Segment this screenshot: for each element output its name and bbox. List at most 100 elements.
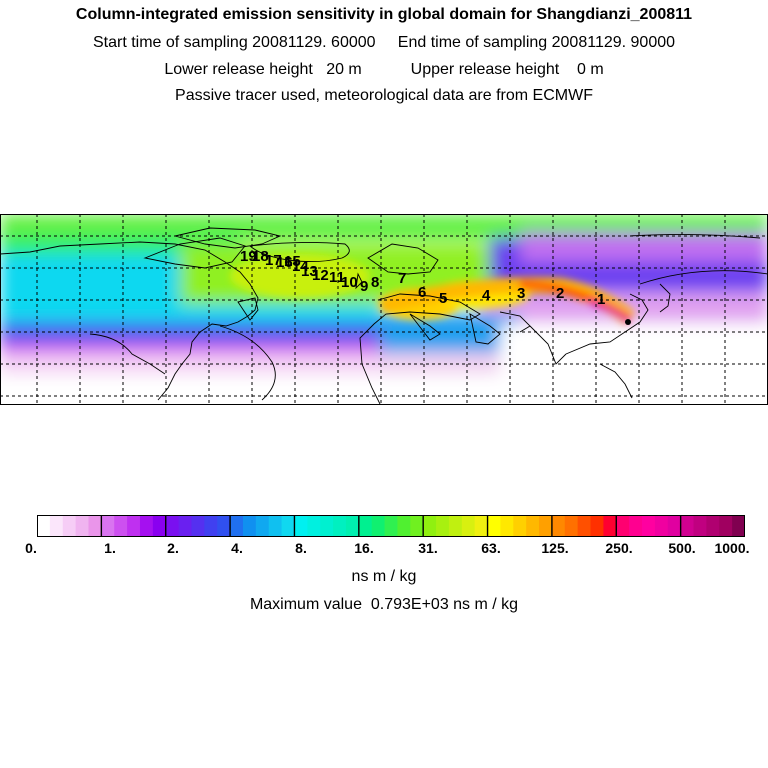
trajectory-label-1: 1	[597, 291, 605, 308]
colorbar-cell	[629, 515, 643, 537]
colorbar-cell	[178, 515, 193, 537]
colorbar	[37, 515, 745, 537]
colorbar-cell	[680, 515, 695, 537]
colorbar-tick-label: 8.	[295, 540, 307, 556]
colorbar-cell	[191, 515, 205, 537]
colorbar-cell	[255, 515, 270, 537]
graticule	[0, 214, 768, 405]
colorbar-cell	[62, 515, 77, 537]
colorbar-cell	[268, 515, 283, 537]
trajectory-label-16: 16	[276, 254, 293, 271]
trajectory-label-5: 5	[439, 290, 447, 307]
trajectory-label-12: 12	[312, 267, 329, 284]
colorbar-cell	[307, 515, 321, 537]
colorbar-cell	[693, 515, 707, 537]
colorbar-cell	[590, 515, 604, 537]
colorbar-cell	[667, 515, 682, 537]
trajectory-labels: 1 2 3 4 5 6 7 8 9 10 11 12 13 14 15 16 1…	[240, 248, 605, 308]
end-time: End time of sampling 20081129. 90000	[397, 34, 676, 51]
colorbar-cell	[577, 515, 592, 537]
trajectory-label-2: 2	[556, 285, 564, 302]
colorbar-cell	[345, 515, 360, 537]
trajectory-label-8: 8	[371, 274, 379, 291]
maximum-value: Maximum value 0.793E+03 ns m / kg	[249, 596, 519, 613]
colorbar-cell	[358, 515, 373, 537]
colorbar-cell	[487, 515, 502, 537]
colorbar-cell	[500, 515, 514, 537]
colorbar-cell	[513, 515, 527, 537]
trajectory-label-6: 6	[418, 284, 426, 301]
receptor-site-marker	[625, 319, 631, 325]
colorbar-units: ns m / kg	[351, 568, 417, 585]
colorbar-tick-label: 1.	[104, 540, 116, 556]
colorbar-cell	[114, 515, 128, 537]
colorbar-tick-label: 63.	[481, 540, 501, 556]
trajectory-label-19: 19	[240, 248, 257, 265]
colorbar-cell	[603, 515, 617, 537]
colorbar-cell	[474, 515, 489, 537]
colorbar-cell	[333, 515, 347, 537]
colorbar-cell	[436, 515, 450, 537]
colorbar-cell	[75, 515, 90, 537]
colorbar-cell	[281, 515, 296, 537]
colorbar-cell	[139, 515, 154, 537]
colorbar-cell	[127, 515, 141, 537]
colorbar-cell	[410, 515, 424, 537]
emission-sensitivity-map: 1 2 3 4 5 6 7 8 9 10 11 12 13 14 15 16 1…	[0, 214, 768, 405]
colorbar-cell	[230, 515, 244, 537]
trajectory-label-15: 15	[284, 253, 301, 270]
colorbar-cell	[49, 515, 64, 537]
trajectory-label-9: 9	[360, 278, 368, 295]
colorbar-cell	[294, 515, 308, 537]
sampling-time-line: Start time of sampling 20081129. 60000 E…	[0, 34, 768, 52]
colorbar-tick-label: 250.	[605, 540, 633, 556]
colorbar-cell	[719, 515, 733, 537]
colorbar-cell	[526, 515, 540, 537]
tracer-info: Passive tracer used, meteorological data…	[175, 87, 593, 104]
colorbar-cell	[384, 515, 399, 537]
colorbar-tick-label: 0.	[25, 540, 37, 556]
colorbar-cell	[706, 515, 720, 537]
colorbar-cell	[217, 515, 231, 537]
trajectory-label-3: 3	[517, 285, 525, 302]
colorbar-cell	[371, 515, 386, 537]
trajectory-label-13: 13	[301, 263, 318, 280]
trajectory-label-7: 7	[398, 270, 406, 287]
colorbar-cell	[242, 515, 257, 537]
colorbar-cell	[616, 515, 630, 537]
coastlines	[0, 227, 768, 405]
colorbar-cell	[654, 515, 669, 537]
colorbar-tick-label: 4.	[231, 540, 243, 556]
colorbar-cell	[551, 515, 566, 537]
colorbar-cell	[101, 515, 115, 537]
start-time: Start time of sampling 20081129. 60000	[92, 34, 376, 51]
colorbar-cell	[320, 515, 334, 537]
trajectory-label-14: 14	[292, 258, 309, 275]
trajectory-label-10: 10	[341, 274, 358, 291]
colorbar-cell	[642, 515, 656, 537]
colorbar-cell	[37, 515, 51, 537]
trajectory-label-17: 17	[265, 252, 282, 269]
colorbar-cell	[165, 515, 180, 537]
release-height-line: Lower release height 20 m Upper release …	[0, 61, 768, 79]
colorbar-cell	[88, 515, 102, 537]
trajectory-label-4: 4	[482, 287, 491, 304]
lower-release-height: Lower release height 20 m	[164, 61, 362, 78]
colorbar-tick-label: 16.	[354, 540, 374, 556]
colorbar-tick-label: 1000.	[714, 540, 750, 556]
colorbar-cell	[397, 515, 411, 537]
trajectory-label-11: 11	[329, 269, 345, 286]
colorbar-tick-label: 500.	[668, 540, 696, 556]
colorbar-cell	[461, 515, 476, 537]
colorbar-tick-label: 125.	[541, 540, 569, 556]
trajectory-label-18: 18	[252, 248, 269, 265]
upper-release-height: Upper release height 0 m	[410, 61, 604, 78]
colorbar-cell	[448, 515, 463, 537]
colorbar-cell	[204, 515, 218, 537]
colorbar-tick-label: 31.	[418, 540, 438, 556]
colorbar-cell	[539, 515, 553, 537]
colorbar-cell	[423, 515, 437, 537]
colorbar-tick-label: 2.	[167, 540, 179, 556]
colorbar-cell	[732, 515, 745, 537]
colorbar-cell	[152, 515, 167, 537]
